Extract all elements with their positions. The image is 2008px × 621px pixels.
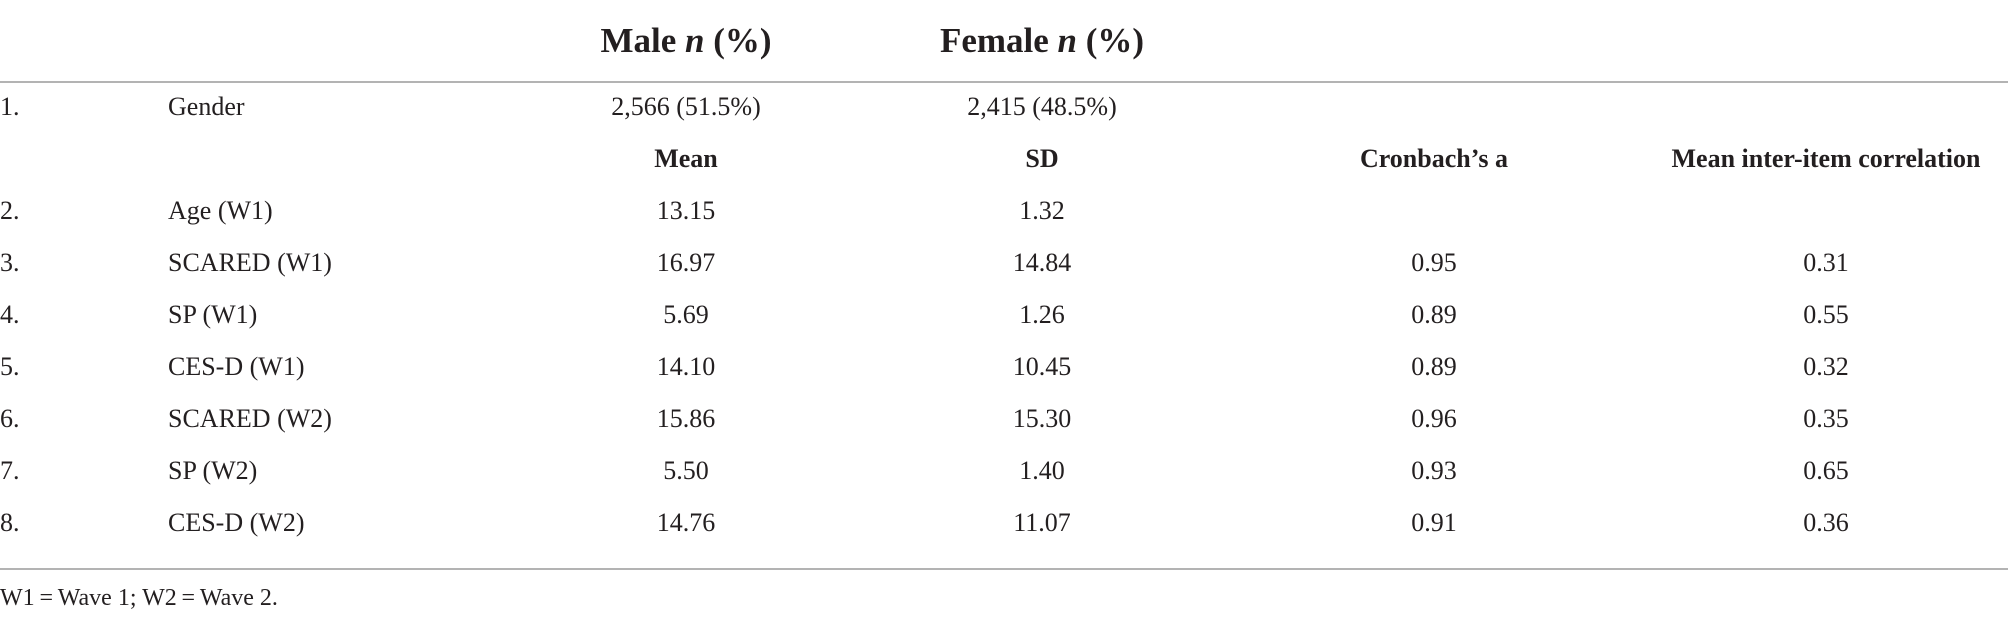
row-4-number: 4. [0,300,20,329]
gender-row-male: 2,566 (51.5%) [611,92,761,121]
row-3-sd: 14.84 [1012,248,1072,277]
row-3-alpha: 0.95 [1411,248,1457,277]
row-6-number: 6. [0,404,20,433]
row-3-mean: 16.97 [656,248,716,277]
row-5-alpha: 0.89 [1411,352,1457,381]
row-7-mean: 5.50 [663,456,709,485]
row-4-alpha: 0.89 [1411,300,1457,329]
gender-row-label: Gender [168,92,245,121]
bottom-rule [0,568,2008,570]
row-2-label: Age (W1) [168,196,273,225]
row-3-corr: 0.31 [1803,248,1849,277]
row-7-number: 7. [0,456,20,485]
row-5-number: 5. [0,352,20,381]
row-7-corr: 0.65 [1803,456,1849,485]
row-6-mean: 15.86 [656,404,716,433]
row-8-alpha: 0.91 [1411,508,1457,537]
subheader-cronbach-alpha: Cronbach’s a [1359,144,1509,173]
row-4-label: SP (W1) [168,300,258,329]
row-6-alpha: 0.96 [1411,404,1457,433]
row-6-sd: 15.30 [1012,404,1072,433]
row-8-mean: 14.76 [656,508,716,537]
header-male-n: n [685,21,705,60]
row-7-sd: 1.40 [1019,456,1065,485]
row-7-label: SP (W2) [168,456,258,485]
row-2-number: 2. [0,196,20,225]
header-female-pct: (%) [1085,21,1145,60]
header-female-n: n [1057,21,1077,60]
row-5-corr: 0.32 [1803,352,1849,381]
row-2-sd: 1.32 [1019,196,1065,225]
row-5-sd: 10.45 [1012,352,1072,381]
row-3-number: 3. [0,248,20,277]
subheader-mean-inter-item-correlation: Mean inter-item correlation [1671,144,1981,173]
subheader-sd: SD [1025,144,1059,173]
subheader-mean: Mean [654,144,718,173]
header-male-label: Male [600,21,677,60]
row-7-alpha: 0.93 [1411,456,1457,485]
row-6-corr: 0.35 [1803,404,1849,433]
gender-row-number: 1. [0,92,20,121]
row-6-label: SCARED (W2) [168,404,332,433]
row-3-label: SCARED (W1) [168,248,332,277]
row-8-label: CES-D (W2) [168,508,305,537]
row-8-sd: 11.07 [1013,508,1071,537]
row-4-corr: 0.55 [1803,300,1849,329]
row-5-mean: 14.10 [656,352,716,381]
row-8-corr: 0.36 [1803,508,1849,537]
header-female-label: Female [939,21,1049,60]
row-4-mean: 5.69 [663,300,709,329]
header-male-pct: (%) [713,21,772,60]
row-5-label: CES-D (W1) [168,352,305,381]
header-male: Male n (%) [600,21,771,61]
header-female: Female n (%) [940,21,1144,61]
row-4-sd: 1.26 [1019,300,1065,329]
row-2-mean: 13.15 [656,196,716,225]
row-8-number: 8. [0,508,20,537]
gender-row-female: 2,415 (48.5%) [967,92,1117,121]
table-footnote: W1 = Wave 1; W2 = Wave 2. [0,585,278,611]
header-rule [0,81,2008,83]
